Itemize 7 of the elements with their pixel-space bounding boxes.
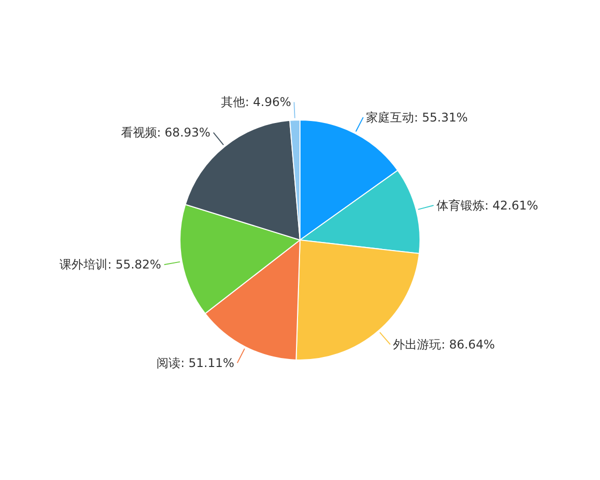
slice-label: 课外培训: 55.82% bbox=[60, 258, 162, 272]
slice-label: 家庭互动: 55.31% bbox=[366, 110, 468, 124]
slice-label: 看视频: 68.93% bbox=[120, 126, 210, 140]
slice-label: 体育锻炼: 42.61% bbox=[436, 198, 538, 212]
slice-label: 其他: 4.96% bbox=[221, 95, 292, 110]
slice-label: 外出游玩: 86.64% bbox=[393, 337, 495, 352]
slice-label: 阅读: 51.11% bbox=[156, 356, 234, 370]
